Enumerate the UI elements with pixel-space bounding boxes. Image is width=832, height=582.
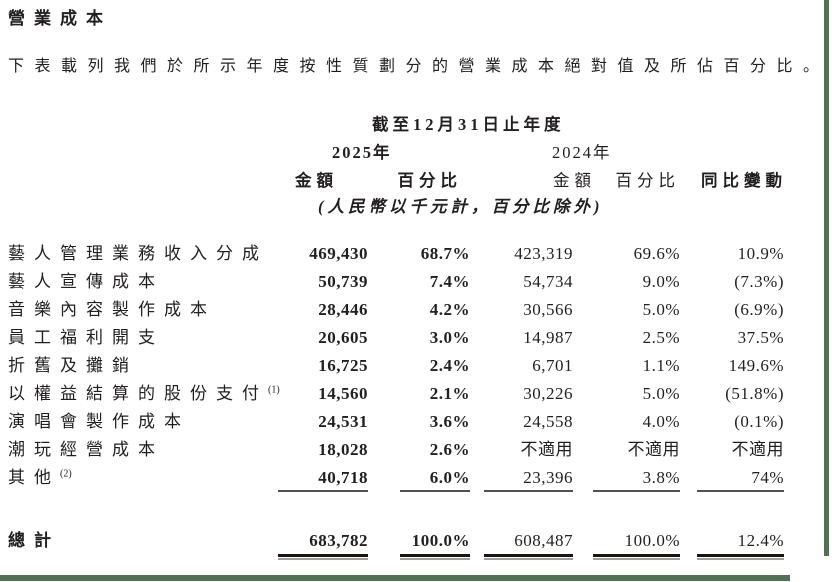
cost-table-row: 以權益結算的股份支付(1) 14,560 2.1% 30,226 5.0% (51.8%) — [8, 380, 784, 408]
unit-note: (人民幣以千元計，百分比除外) — [318, 197, 604, 216]
cost-table-row: 折舊及攤銷 16,725 2.4% 6,701 1.1% 149.6% — [8, 352, 784, 380]
percent-2024-cell: 9.0% — [642, 272, 680, 291]
total-row: 總計 683,782 100.0% 608,487 100.0% 12.4% — [8, 528, 784, 560]
percent-2025-cell: 2.1% — [429, 384, 470, 403]
footnote-marker: (2) — [60, 468, 72, 480]
cost-item-text: 折舊及攤銷 — [8, 356, 138, 375]
cost-item-text: 以權益結算的股份支付 — [8, 384, 268, 403]
column-header-amount-2024: 金額 — [553, 171, 596, 190]
percent-2025-cell: 7.4% — [429, 272, 470, 291]
column-header-yoy: 同比變動 — [701, 171, 787, 190]
section-title: 營業成本 — [8, 9, 112, 28]
intro-text: 下表載列我們於所示年度按性質劃分的營業成本絕對值及所佔百分比。 — [8, 58, 830, 75]
amount-2024-cell: 54,734 — [523, 272, 573, 291]
cost-item-text: 其他 — [8, 468, 60, 487]
percent-2024-cell: 4.0% — [642, 412, 680, 431]
cost-table-row: 藝人宣傳成本 50,739 7.4% 54,734 9.0% (7.3%) — [8, 268, 784, 296]
cost-item-label: 潮玩經營成本 — [8, 436, 278, 464]
amount-2024-cell: 14,987 — [523, 328, 573, 347]
percent-2025-cell: 2.6% — [429, 440, 470, 459]
yoy-change-cell: (6.9%) — [734, 300, 784, 319]
cost-table-row: 演唱會製作成本 24,531 3.6% 24,558 4.0% (0.1%) — [8, 408, 784, 436]
amount-2025-cell: 28,446 — [318, 300, 368, 319]
column-header-amount-2025: 金額 — [295, 171, 338, 190]
percent-2025-cell: 3.0% — [429, 328, 470, 347]
percent-2025-cell: 68.7% — [420, 244, 470, 263]
year-2024-header: 2024年 — [552, 143, 612, 162]
cost-item-label: 音樂內容製作成本 — [8, 296, 278, 324]
cost-table-row: 潮玩經營成本 18,028 2.6% 不適用 不適用 不適用 — [8, 436, 784, 464]
yoy-change-cell: 10.9% — [737, 244, 784, 263]
percent-2024-cell: 2.5% — [642, 328, 680, 347]
cost-table-row: 音樂內容製作成本 28,446 4.2% 30,566 5.0% (6.9%) — [8, 296, 784, 324]
amount-2024-cell: 6,701 — [532, 356, 573, 375]
yoy-change-cell: (7.3%) — [734, 272, 784, 291]
percent-2025-cell: 3.6% — [429, 412, 470, 431]
cost-item-label: 以權益結算的股份支付(1) — [8, 380, 280, 408]
amount-2025-cell: 14,560 — [318, 384, 368, 403]
cost-item-label: 藝人管理業務收入分成 — [8, 240, 278, 268]
amount-2025-cell: 18,028 — [318, 440, 368, 459]
percent-2024-cell: 1.1% — [642, 356, 680, 375]
cost-item-text: 演唱會製作成本 — [8, 412, 190, 431]
cost-item-text: 藝人宣傳成本 — [8, 272, 164, 291]
cost-item-label: 折舊及攤銷 — [8, 352, 278, 380]
amount-2025-cell: 40,718 — [278, 464, 368, 492]
amount-2024-cell: 30,226 — [523, 384, 573, 403]
amount-2025-cell: 50,739 — [318, 272, 368, 291]
cost-item-text: 員工福利開支 — [8, 328, 164, 347]
percent-2024-cell: 69.6% — [633, 244, 680, 263]
cost-item-label: 其他(2) — [8, 464, 278, 492]
yoy-change-cell: 不適用 — [731, 440, 784, 459]
period-header: 截至12月31日止年度 — [372, 115, 565, 134]
yoy-change-cell: 149.6% — [728, 356, 784, 375]
yoy-change-cell: (51.8%) — [725, 384, 784, 403]
percent-2024-cell: 5.0% — [642, 300, 680, 319]
cost-item-label: 員工福利開支 — [8, 324, 278, 352]
total-percent-2025-cell: 100.0% — [400, 528, 470, 560]
cost-item-label: 藝人宣傳成本 — [8, 268, 278, 296]
amount-2025-cell: 24,531 — [318, 412, 368, 431]
column-header-percent-2024: 百分比 — [615, 171, 680, 190]
amount-2025-cell: 16,725 — [318, 356, 368, 375]
amount-2024-cell: 不適用 — [520, 440, 573, 459]
total-yoy-change-cell: 12.4% — [697, 528, 784, 560]
yoy-change-cell: 74% — [697, 464, 784, 492]
cost-table-row: 其他(2) 40,718 6.0% 23,396 3.8% 74% — [8, 464, 784, 492]
percent-2024-cell: 3.8% — [593, 464, 680, 492]
yoy-change-cell: (0.1%) — [734, 412, 784, 431]
year-2025-header: 2025年 — [332, 143, 392, 162]
amount-2024-cell: 23,396 — [484, 464, 573, 492]
cost-item-text: 音樂內容製作成本 — [8, 300, 216, 319]
total-percent-2024-cell: 100.0% — [593, 528, 680, 560]
cost-item-text: 藝人管理業務收入分成 — [8, 244, 268, 263]
percent-2025-cell: 2.4% — [429, 356, 470, 375]
percent-2024-cell: 不適用 — [627, 440, 680, 459]
amount-2024-cell: 30,566 — [523, 300, 573, 319]
amount-2025-cell: 469,430 — [309, 244, 368, 263]
cost-table-body: 藝人管理業務收入分成 469,430 68.7% 423,319 69.6% 10.9% 藝… — [8, 240, 784, 492]
percent-2025-cell: 6.0% — [400, 464, 470, 492]
amount-2025-cell: 20,605 — [318, 328, 368, 347]
cost-item-label: 演唱會製作成本 — [8, 408, 278, 436]
amount-2024-cell: 423,319 — [514, 244, 573, 263]
amount-2024-cell: 24,558 — [523, 412, 573, 431]
column-header-percent-2025: 百分比 — [397, 171, 462, 190]
percent-2024-cell: 5.0% — [642, 384, 680, 403]
percent-2025-cell: 4.2% — [429, 300, 470, 319]
total-label: 總計 — [8, 531, 60, 550]
cost-table-row: 員工福利開支 20,605 3.0% 14,987 2.5% 37.5% — [8, 324, 784, 352]
cost-item-text: 潮玩經營成本 — [8, 440, 164, 459]
yoy-change-cell: 37.5% — [737, 328, 784, 347]
page-frame-right — [824, 0, 829, 556]
page-frame-bottom — [0, 575, 790, 581]
total-amount-2024-cell: 608,487 — [484, 528, 573, 560]
total-amount-2025-cell: 683,782 — [278, 528, 368, 560]
cost-table-row: 藝人管理業務收入分成 469,430 68.7% 423,319 69.6% 10.9% — [8, 240, 784, 268]
footnote-marker: (1) — [268, 384, 280, 396]
